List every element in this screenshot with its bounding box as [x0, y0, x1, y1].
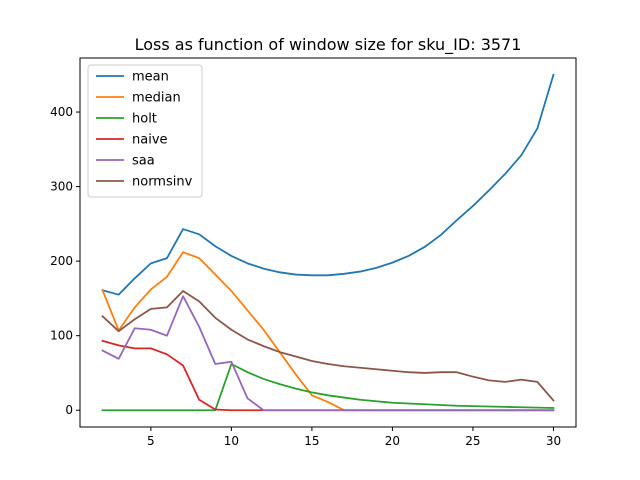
chart-title: Loss as function of window size for sku_…: [135, 35, 522, 55]
y-tick-label: 100: [50, 329, 73, 343]
series-line-saa: [101, 295, 555, 412]
y-tick-label: 300: [50, 180, 73, 194]
legend: mean median holt naive saa normsinv: [87, 64, 203, 198]
legend-label-saa: saa: [132, 154, 155, 169]
x-tick-label: 30: [546, 434, 561, 448]
y-tick-label: 400: [50, 105, 73, 119]
series-line-normsinv: [101, 290, 555, 402]
x-tick-label: 20: [385, 434, 400, 448]
legend-box: [87, 64, 203, 198]
series-line-mean: [101, 73, 555, 296]
series-line-naive: [101, 339, 555, 412]
y-tick-label: 200: [50, 254, 73, 268]
x-tick-label: 5: [147, 434, 155, 448]
legend-label-naive: naive: [132, 133, 168, 148]
y-axis: 0 100 200 300 400: [50, 105, 80, 417]
x-axis: 5 10 15 20 25 30: [147, 427, 561, 448]
legend-label-median: median: [132, 91, 181, 106]
series-line-holt: [101, 363, 555, 412]
legend-label-normsinv: normsinv: [132, 175, 193, 190]
x-tick-label: 25: [465, 434, 480, 448]
legend-label-mean: mean: [132, 70, 169, 85]
x-tick-label: 10: [224, 434, 239, 448]
series-lines: [101, 73, 555, 412]
plot-frame: [79, 57, 577, 428]
y-tick-label: 0: [65, 403, 73, 417]
x-tick-label: 15: [304, 434, 319, 448]
legend-label-holt: holt: [132, 112, 157, 127]
